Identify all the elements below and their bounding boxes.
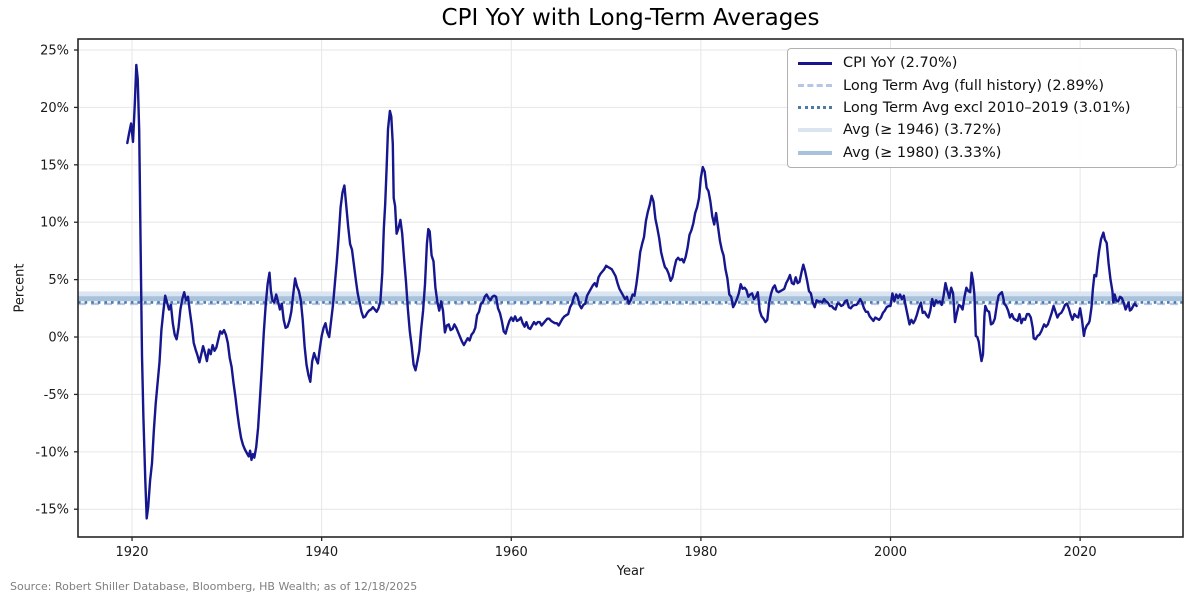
legend-item-avg-1980: Avg (≥ 1980) (3.33%) bbox=[798, 142, 1166, 164]
legend-item-avg-excl-2010s: Long Term Avg excl 2010–2019 (3.01%) bbox=[798, 97, 1166, 119]
x-axis-label: Year bbox=[616, 564, 645, 579]
legend-label: Long Term Avg (full history) (2.89%) bbox=[843, 77, 1105, 94]
y-tick-label: -5% bbox=[44, 388, 69, 403]
legend-item-cpi: CPI YoY (2.70%) bbox=[798, 52, 1166, 74]
y-axis-label: Percent bbox=[12, 263, 28, 313]
y-tick-label: 10% bbox=[40, 216, 69, 231]
tick-labels: 1920 1940 1960 1980 2000 2020 -15% -10% -5% 0% 5% 1… bbox=[35, 44, 1096, 560]
y-tick-label: 20% bbox=[40, 101, 69, 116]
legend: CPI YoY (2.70%) Long Term Avg (full hist… bbox=[787, 48, 1177, 168]
cpi-line-swatch bbox=[798, 61, 832, 65]
axes-frame bbox=[74, 38, 1184, 541]
y-tick-label: 15% bbox=[40, 158, 69, 173]
y-tick-label: -10% bbox=[35, 445, 69, 460]
legend-label: Avg (≥ 1980) (3.33%) bbox=[843, 144, 1002, 161]
steel-line-swatch bbox=[798, 150, 832, 155]
chart-title: CPI YoY with Long-Term Averages bbox=[441, 5, 820, 31]
cpi-line bbox=[126, 63, 1138, 520]
y-tick-label: 25% bbox=[40, 44, 69, 59]
dotted-line-swatch bbox=[798, 106, 832, 110]
y-tick-label: 5% bbox=[48, 273, 69, 288]
x-tick-label: 1980 bbox=[684, 545, 717, 560]
legend-label: Long Term Avg excl 2010–2019 (3.01%) bbox=[843, 99, 1131, 116]
x-tick-label: 2000 bbox=[874, 545, 907, 560]
source-note: Source: Robert Shiller Database, Bloombe… bbox=[10, 580, 418, 593]
legend-item-avg-1946: Avg (≥ 1946) (3.72%) bbox=[798, 119, 1166, 141]
legend-label: CPI YoY (2.70%) bbox=[843, 55, 958, 72]
light-line-swatch bbox=[798, 128, 832, 133]
x-tick-label: 2020 bbox=[1064, 545, 1097, 560]
legend-label: Avg (≥ 1946) (3.72%) bbox=[843, 122, 1002, 139]
gridlines bbox=[78, 39, 1183, 537]
cpi-series bbox=[126, 63, 1138, 520]
legend-item-avg-full-history: Long Term Avg (full history) (2.89%) bbox=[798, 75, 1166, 97]
x-tick-label: 1960 bbox=[495, 545, 528, 560]
x-tick-label: 1920 bbox=[115, 545, 148, 560]
y-tick-label: 0% bbox=[48, 331, 69, 346]
y-tick-label: -15% bbox=[35, 503, 69, 518]
x-tick-label: 1940 bbox=[305, 545, 338, 560]
dashed-line-swatch bbox=[798, 84, 832, 88]
plot-frame bbox=[77, 38, 1184, 538]
